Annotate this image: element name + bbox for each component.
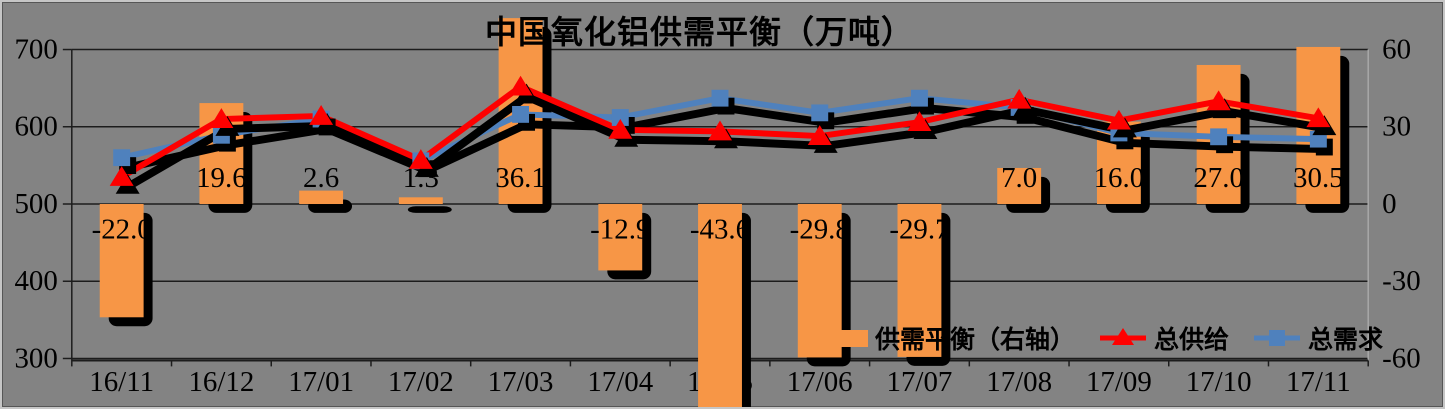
supply-marker-17/04 <box>608 118 633 139</box>
x-axis-label-17/11: 17/11 <box>1286 366 1351 398</box>
supply-marker-17/09 <box>1106 109 1131 130</box>
supply-marker-17/03 <box>508 75 533 96</box>
bar-label-17/10: 27.0 <box>1193 162 1244 194</box>
x-axis-label-17/01: 17/01 <box>288 366 354 398</box>
bar-label-17/04: -12.9 <box>590 214 650 246</box>
supply-marker-17/10 <box>1206 90 1231 111</box>
bar-17/02 <box>398 197 443 205</box>
x-axis-label-17/03: 17/03 <box>488 366 554 398</box>
bar-label-17/09: 16.0 <box>1094 162 1145 194</box>
bar-label-17/01: 2.6 <box>303 162 339 194</box>
x-axis-label-16/11: 16/11 <box>89 366 154 398</box>
bar-17/05 <box>698 204 742 407</box>
x-axis-label-17/02: 17/02 <box>388 366 454 398</box>
demand-marker-17/03 <box>512 105 530 123</box>
supply-marker-16/12 <box>209 108 234 128</box>
supply-marker-17/01 <box>309 105 334 125</box>
x-axis-label-17/09: 17/09 <box>1086 366 1152 398</box>
bar-shadow <box>407 206 452 213</box>
x-axis-label-17/06: 17/06 <box>787 366 853 398</box>
supply-marker-17/05 <box>708 120 732 141</box>
bar-label-17/08: 7.0 <box>1001 162 1037 194</box>
bar-17/04 <box>598 204 643 271</box>
legend: 供需平衡（右轴） 总供给 总需求 <box>830 320 1383 356</box>
left-axis-label-600: 600 <box>14 111 57 143</box>
x-axis-label-16/12: 16/12 <box>188 366 254 398</box>
legend-balance-swatch <box>830 329 868 347</box>
supply-markers <box>109 75 1337 194</box>
bar-16/11 <box>99 204 144 318</box>
demand-marker-17/04 <box>611 109 629 126</box>
bar-label-17/07: -29.7 <box>889 214 949 246</box>
legend-supply-triangle <box>1112 328 1135 345</box>
legend-item-demand: 总需求 <box>1253 320 1383 356</box>
demand-marker-17/10 <box>1210 128 1228 146</box>
legend-supply-label: 总供给 <box>1154 326 1230 354</box>
chart-title: 中国氧化铝供需平衡（万吨） <box>484 14 914 50</box>
supply-marker-16/11 <box>109 166 134 186</box>
x-axis-label-17/08: 17/08 <box>986 366 1052 398</box>
bar-label-16/12: 19.6 <box>196 162 247 194</box>
demand-marker-17/06 <box>811 104 829 122</box>
bar-17/07 <box>897 204 942 357</box>
right-axis-label--60: -60 <box>1382 343 1421 375</box>
bar-label-17/11: 30.5 <box>1293 162 1344 194</box>
bar-label-17/06: -29.8 <box>790 214 850 246</box>
supply-marker-17/11 <box>1306 107 1331 128</box>
right-axis-label-30: 30 <box>1382 111 1411 143</box>
x-axis-label-17/10: 17/10 <box>1186 366 1252 398</box>
demand-marker-17/05 <box>711 89 729 107</box>
left-axis-label-400: 400 <box>14 265 57 297</box>
supply-marker-17/08 <box>1007 88 1032 109</box>
legend-item-balance: 供需平衡（右轴） <box>830 320 1075 356</box>
right-axis-label-0: 0 <box>1382 188 1396 220</box>
right-axis-label-60: 60 <box>1382 34 1411 66</box>
bar-17/01 <box>299 190 344 205</box>
left-axis-label-300: 300 <box>14 343 57 375</box>
legend-demand-label: 总需求 <box>1308 326 1384 354</box>
x-axis-label-17/04: 17/04 <box>587 366 653 398</box>
demand-marker-17/07 <box>910 89 928 107</box>
supply-marker-17/07 <box>907 111 932 132</box>
supply-marker-17/06 <box>807 125 832 145</box>
left-axis-label-500: 500 <box>14 188 57 220</box>
right-axis-label--30: -30 <box>1382 265 1421 297</box>
x-axis-label-17/07: 17/07 <box>887 366 953 398</box>
legend-item-supply: 总供给 <box>1099 320 1229 356</box>
bar-label-17/03: 36.1 <box>495 162 546 194</box>
demand-marker-16/11 <box>113 149 131 167</box>
bar-17/08 <box>997 167 1042 205</box>
bar-label-17/05: -43.6 <box>690 214 750 246</box>
legend-demand-marker-icon <box>1254 330 1301 346</box>
legend-supply-marker-icon <box>1100 328 1147 345</box>
supply-marker-17/02 <box>408 149 433 169</box>
legend-demand-square <box>1269 330 1286 346</box>
left-axis-label-700: 700 <box>14 34 57 66</box>
legend-balance-label: 供需平衡（右轴） <box>875 326 1076 354</box>
bar-label-16/11: -22.0 <box>92 214 152 246</box>
